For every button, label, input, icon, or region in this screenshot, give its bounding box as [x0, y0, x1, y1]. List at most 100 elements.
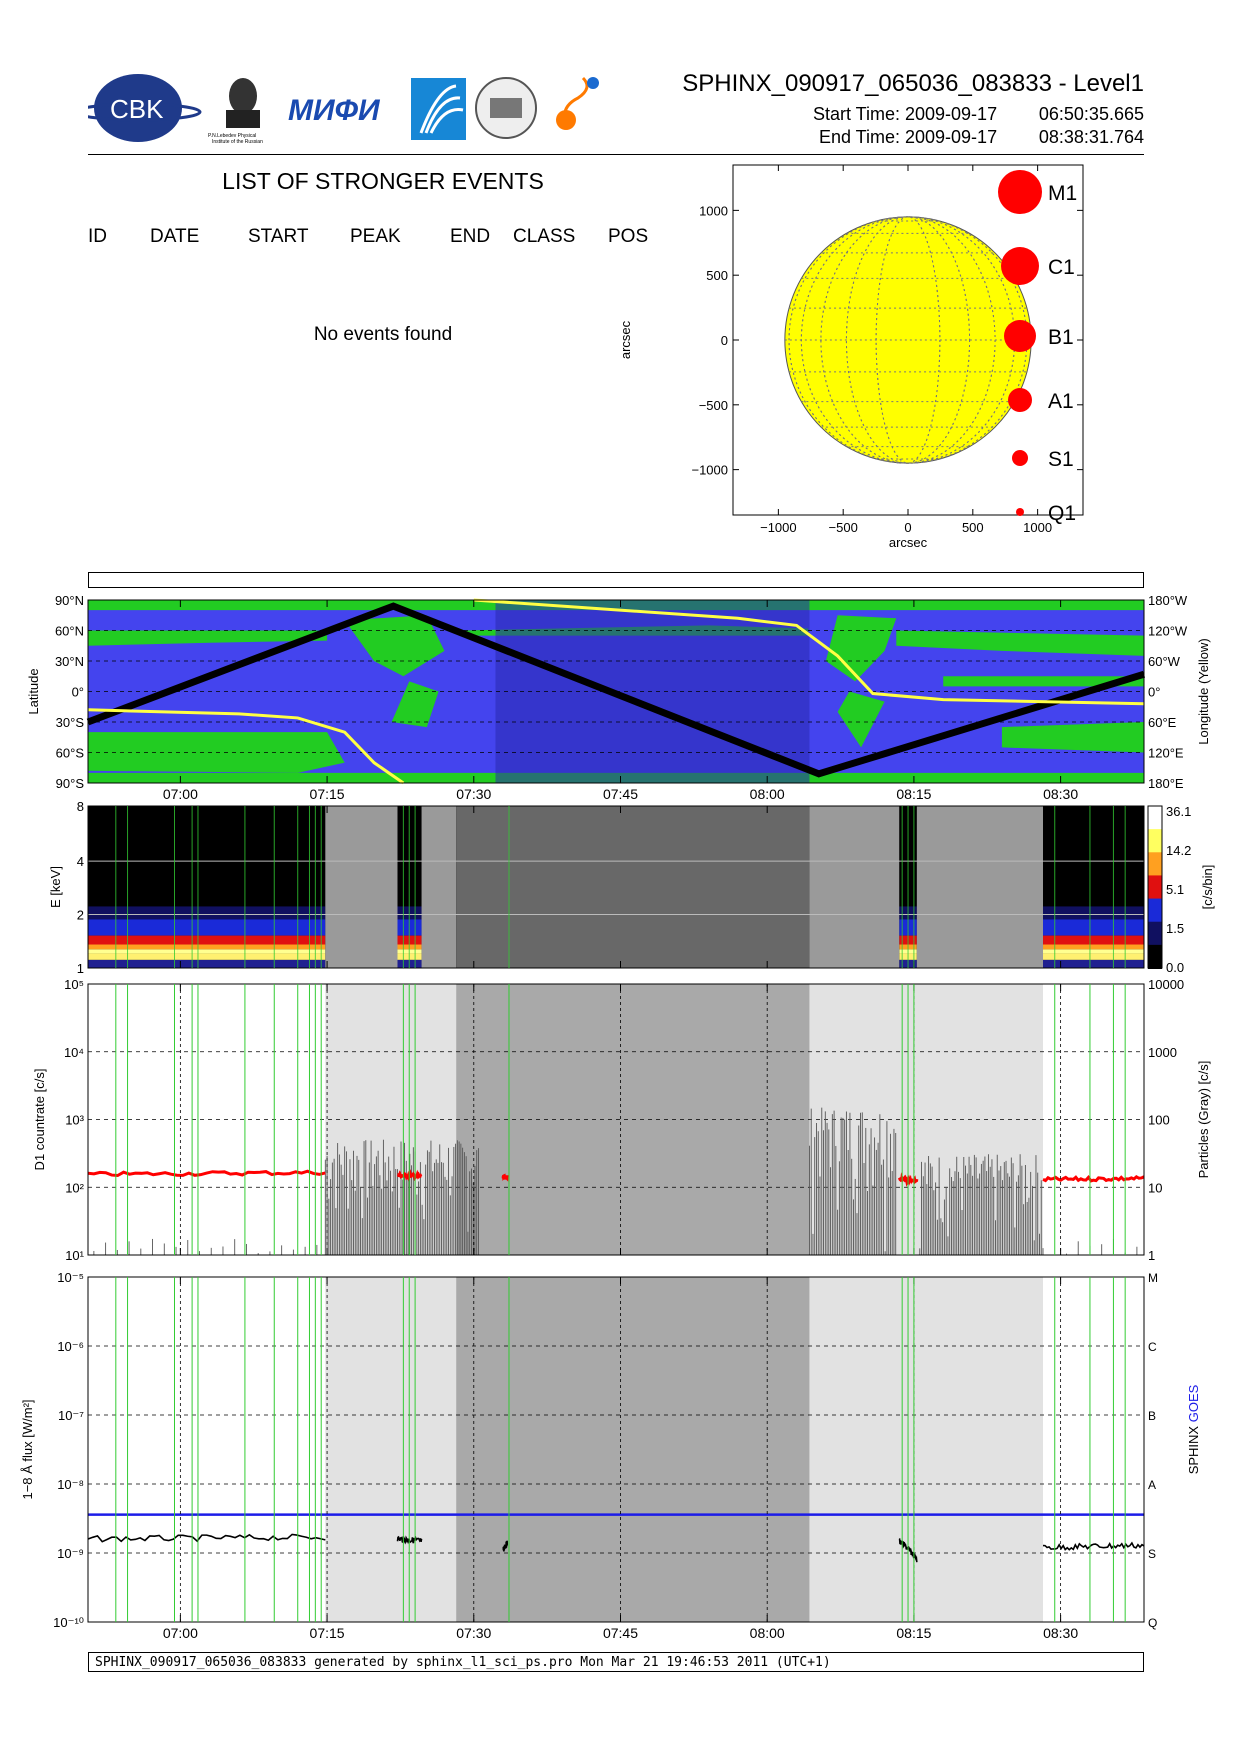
lat-tick-label: 90°N — [55, 593, 84, 608]
energy-axis-label: E [keV] — [48, 866, 63, 908]
x-tick-label: 07:30 — [456, 1625, 491, 1641]
start-time: 06:50:35.665 — [1038, 104, 1144, 124]
shadow-span — [456, 1277, 810, 1622]
spectrum-band — [88, 953, 326, 960]
arrow-logo — [411, 78, 466, 140]
particle-tick-label: 10000 — [1148, 977, 1184, 992]
flux-tick-label: 10⁻⁵ — [57, 1270, 84, 1285]
lat-tick-label: 90°S — [56, 776, 85, 791]
land-mass — [825, 615, 897, 682]
y-tick-label: −500 — [699, 398, 728, 413]
land-mass — [391, 681, 439, 728]
satellite-track — [86, 602, 1146, 778]
goes-class-label: B — [1148, 1409, 1156, 1423]
spectrum-band — [88, 919, 326, 936]
colorbar-segment — [1148, 944, 1162, 969]
land-mass — [88, 630, 328, 646]
y-tick-label: 0 — [721, 333, 728, 348]
flux-tick-label: 10⁻¹⁰ — [53, 1615, 84, 1630]
column-class: CLASS — [513, 226, 576, 247]
cbk-logo: CBK — [74, 74, 202, 142]
colorbar-frame — [1147, 805, 1163, 969]
column-id: ID — [88, 226, 107, 247]
flux-tick-label: 10⁻⁷ — [58, 1408, 84, 1423]
colorbar-tick-label: 1.5 — [1166, 921, 1184, 936]
spectrum-band — [1043, 959, 1144, 968]
svg-text:Institute of the Russian: Institute of the Russian — [212, 139, 263, 145]
start-date: 2009-09-17 — [905, 104, 998, 124]
mifi-logo-text: МИФИ — [288, 94, 381, 127]
no-data-span — [809, 806, 900, 968]
status-bar — [88, 572, 1144, 588]
saa-span — [809, 1277, 1044, 1622]
seal-logo — [475, 77, 537, 139]
x-tick-label: 07:30 — [456, 786, 491, 802]
land-mass — [1001, 722, 1144, 753]
sphinx-flux-line — [502, 1540, 509, 1552]
longitude-curve — [87, 708, 405, 785]
x-tick-label: −500 — [829, 520, 858, 535]
longitude-axis-label: Longitude (Yellow) — [1196, 638, 1211, 744]
x-tick-label: 08:15 — [896, 786, 931, 802]
countrate-tick-label: 10⁴ — [64, 1045, 84, 1060]
goes-class-label: Q — [1148, 1616, 1157, 1630]
end-time-label: End Time: — [818, 127, 900, 147]
lat-tick-label: 0° — [72, 685, 84, 700]
eclipse-span — [456, 806, 810, 968]
y-axis-label: arcsec — [618, 320, 633, 359]
spectrum-band — [1043, 949, 1144, 954]
colorbar-segment — [1148, 875, 1162, 900]
colorbar-label: [c/s/bin] — [1200, 865, 1215, 910]
flux-tick-label: 10⁻⁸ — [57, 1477, 84, 1492]
x-tick-label: −1000 — [760, 520, 797, 535]
x-tick-label: 08:30 — [1043, 786, 1078, 802]
mifi-logo: МИФИ — [288, 94, 381, 127]
x-tick-label: 07:00 — [163, 1625, 198, 1641]
cbk-logo-text: CBK — [110, 94, 164, 124]
land-mass — [837, 691, 885, 748]
spectrum-band — [88, 949, 326, 954]
longitude-gridline — [845, 216, 971, 464]
lon-tick-label: 0° — [1148, 685, 1160, 700]
colorbar-tick-label: 14.2 — [1166, 843, 1191, 858]
goes-class-label: C — [1148, 1340, 1157, 1354]
solar-disk-chart: −1000 −500 0 500 1000 1000 500 0 −500 −1000 arcsec… — [618, 164, 1084, 550]
x-tick-label: 08:15 — [896, 1625, 931, 1641]
spectrum-band — [1043, 944, 1144, 950]
lon-tick-label: 180°W — [1148, 593, 1188, 608]
spectrum-band — [88, 935, 326, 945]
legend-label-a1: A1 — [1048, 390, 1074, 413]
spectrum-band — [1043, 935, 1144, 945]
lon-tick-label: 180°E — [1148, 776, 1184, 791]
svg-text:P.N.Lebedev Physical: P.N.Lebedev Physical — [208, 133, 256, 139]
d1-countrate-line — [501, 1173, 509, 1182]
countrate-tick-label: 10² — [65, 1180, 84, 1195]
logo-row: CBK P.N.Lebedev Physical Institute of th… — [74, 68, 648, 148]
header-divider — [88, 154, 1144, 155]
column-peak: PEAK — [350, 226, 401, 247]
colorbar-segment — [1148, 852, 1162, 877]
legend-label-q1: Q1 — [1048, 502, 1076, 525]
spectrogram-frame — [87, 805, 1145, 969]
flux-tick-label: 10⁻⁶ — [57, 1339, 84, 1354]
particle-tick-label: 10 — [1148, 1180, 1162, 1195]
lon-tick-label: 60°W — [1148, 654, 1181, 669]
lat-tick-label: 30°N — [55, 654, 84, 669]
flux-tick-label: 10⁻⁹ — [57, 1546, 84, 1561]
lon-tick-label: 120°W — [1148, 624, 1188, 639]
spectrum-band — [88, 944, 326, 950]
legend-sphinx: SPHINX — [1186, 1422, 1201, 1474]
lat-tick-label: 30°S — [56, 715, 85, 730]
goes-class-label: S — [1148, 1547, 1156, 1561]
sphinx-flux-line — [1042, 1541, 1145, 1551]
legend-marker-s1 — [1012, 450, 1028, 466]
no-events-message: No events found — [313, 324, 453, 345]
d1-countrate-line — [1042, 1174, 1145, 1183]
spectrum-band — [1043, 919, 1144, 936]
colorbar-segment — [1148, 806, 1162, 831]
legend-goes: GOES — [1186, 1384, 1201, 1422]
x-tick-label: 500 — [962, 520, 984, 535]
lat-tick-label: 60°N — [55, 624, 84, 639]
x-tick-label: 07:15 — [310, 1625, 345, 1641]
no-data-span — [421, 806, 457, 968]
